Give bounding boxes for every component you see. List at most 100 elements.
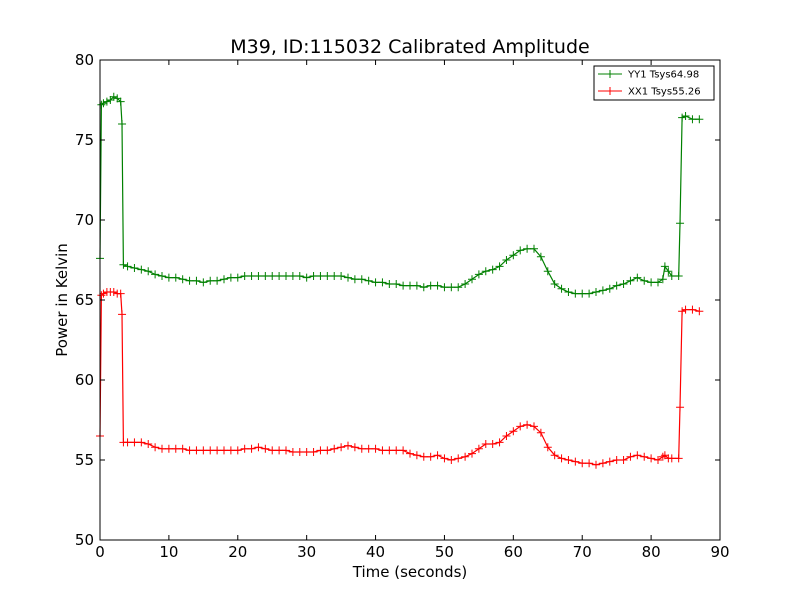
data-point-marker (678, 307, 687, 316)
data-point-marker (550, 451, 559, 460)
y-tick-label: 55 (75, 451, 94, 469)
data-point-marker (557, 284, 566, 293)
data-point-marker (461, 280, 470, 288)
data-point-marker (213, 446, 222, 455)
data-point-marker (674, 272, 683, 280)
data-point-marker (509, 427, 518, 436)
x-tick-label: 10 (159, 543, 178, 561)
data-point-marker (592, 460, 600, 469)
data-point-marker (578, 289, 587, 298)
data-point-marker (123, 438, 132, 447)
data-point-marker (344, 441, 352, 450)
data-point-marker (275, 446, 284, 455)
data-point-marker (316, 272, 325, 280)
data-point-marker (509, 251, 518, 260)
y-tick-label: 75 (75, 131, 94, 149)
data-point-marker (419, 283, 428, 292)
data-point-marker (233, 446, 242, 455)
data-point-marker (240, 272, 249, 280)
data-point-marker (419, 452, 428, 461)
data-point-marker (674, 454, 683, 463)
data-point-marker (530, 244, 538, 253)
data-point-marker (261, 272, 270, 280)
data-point-marker (605, 457, 614, 466)
y-tick-label: 80 (75, 51, 94, 69)
data-point-marker (282, 446, 290, 455)
series-yy1 (96, 92, 704, 298)
data-point-marker (295, 448, 304, 456)
data-point-marker (344, 273, 352, 282)
legend-box (593, 65, 715, 101)
data-point-marker (433, 281, 442, 290)
data-point-marker (185, 446, 194, 455)
data-point-marker (619, 280, 628, 288)
legend-marker-yy1 (606, 70, 614, 78)
data-point-marker (350, 275, 359, 284)
data-point-marker (412, 451, 421, 460)
y-tick-label: 60 (75, 371, 94, 389)
data-point-marker (571, 289, 580, 298)
data-point-marker (633, 273, 642, 282)
data-point-marker (660, 451, 669, 460)
data-point-marker (116, 97, 125, 106)
data-point-marker (406, 449, 414, 458)
data-point-marker (97, 100, 106, 109)
x-tick-label: 90 (710, 543, 729, 561)
data-point-marker (695, 307, 704, 316)
data-point-marker (302, 448, 311, 456)
data-point-marker (275, 272, 284, 280)
data-point-marker (523, 420, 532, 429)
data-point-marker (309, 448, 318, 456)
data-point-marker (247, 444, 256, 453)
data-point-marker (106, 96, 115, 104)
data-point-marker (116, 289, 125, 298)
data-point-marker (399, 446, 408, 455)
data-point-marker (158, 272, 166, 280)
data-point-marker (364, 276, 373, 285)
x-tick-label: 80 (642, 543, 661, 561)
data-point-marker (371, 278, 380, 287)
data-point-marker (119, 260, 128, 269)
data-point-marker (598, 286, 607, 295)
data-point-marker (433, 451, 442, 460)
data-point-marker (240, 444, 249, 453)
data-point-marker (295, 272, 304, 280)
data-point-marker (213, 276, 222, 285)
data-point-marker (247, 272, 256, 280)
data-point-marker (664, 267, 673, 276)
x-tick-label: 50 (435, 543, 454, 561)
data-point-marker (261, 444, 270, 453)
x-tick-label: 70 (573, 543, 592, 561)
data-point-marker (254, 272, 263, 280)
data-point-marker (543, 267, 552, 276)
data-point-marker (676, 403, 685, 412)
data-point-marker (206, 276, 215, 285)
data-point-marker (598, 459, 607, 468)
data-point-marker (233, 273, 242, 282)
data-point-marker (371, 444, 380, 453)
data-point-marker (654, 456, 662, 464)
data-point-marker (412, 281, 421, 290)
data-point-marker (695, 115, 704, 124)
data-point-marker (676, 219, 685, 228)
data-point-marker (654, 278, 662, 287)
data-point-marker (681, 112, 690, 120)
data-point-marker (385, 280, 394, 288)
data-point-marker (323, 272, 332, 280)
data-point-marker (385, 446, 394, 455)
data-point-marker (206, 446, 215, 455)
data-point-marker (454, 454, 463, 463)
data-point-marker (481, 267, 490, 276)
data-point-marker (309, 272, 318, 280)
data-point-marker (178, 444, 187, 453)
data-point-marker (164, 273, 173, 282)
legend: YY1 Tsys64.98 XX1 Tsys55.26 (593, 65, 715, 101)
data-point-marker (102, 97, 111, 106)
x-tick-label: 60 (504, 543, 523, 561)
data-point-marker (137, 265, 146, 274)
data-point-marker (660, 262, 669, 271)
data-point-marker (543, 443, 552, 452)
data-point-marker (426, 281, 435, 290)
data-point-marker (144, 440, 153, 448)
legend-marker-xx1 (606, 87, 614, 95)
